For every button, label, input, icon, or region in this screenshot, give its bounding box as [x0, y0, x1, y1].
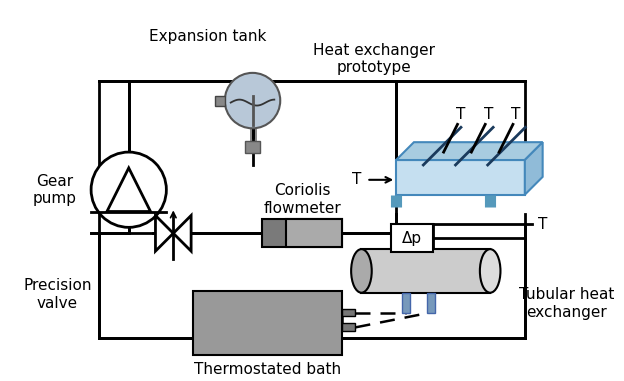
Polygon shape [525, 142, 543, 195]
Polygon shape [155, 216, 173, 251]
Bar [193, 291, 341, 355]
Circle shape [91, 152, 167, 227]
Text: Δp: Δp [402, 231, 422, 246]
Ellipse shape [480, 249, 500, 293]
Bar [245, 141, 260, 153]
Text: Heat exchanger
prototype: Heat exchanger prototype [313, 43, 436, 75]
Text: T: T [484, 107, 493, 122]
Text: Precision
valve: Precision valve [23, 279, 92, 311]
Text: Thermostated bath: Thermostated bath [194, 362, 341, 378]
Polygon shape [396, 142, 543, 160]
Text: T: T [352, 172, 361, 187]
Bar [391, 224, 432, 252]
Bar [402, 293, 410, 312]
Polygon shape [396, 160, 525, 195]
Bar [263, 219, 341, 247]
Text: Tubular heat
exchanger: Tubular heat exchanger [519, 287, 614, 320]
Text: T: T [538, 217, 547, 232]
Text: T: T [456, 107, 465, 122]
Bar [286, 219, 341, 247]
Bar [215, 96, 225, 106]
Text: Expansion tank: Expansion tank [149, 29, 266, 44]
Ellipse shape [351, 249, 372, 293]
Bar [341, 323, 356, 331]
Text: T: T [511, 107, 520, 122]
Circle shape [225, 73, 280, 128]
Bar [361, 249, 490, 293]
Text: Gear
pump: Gear pump [32, 173, 77, 206]
Bar [427, 293, 435, 312]
Polygon shape [173, 216, 191, 251]
Bar [341, 309, 356, 317]
Text: Coriolis
flowmeter: Coriolis flowmeter [263, 183, 341, 216]
